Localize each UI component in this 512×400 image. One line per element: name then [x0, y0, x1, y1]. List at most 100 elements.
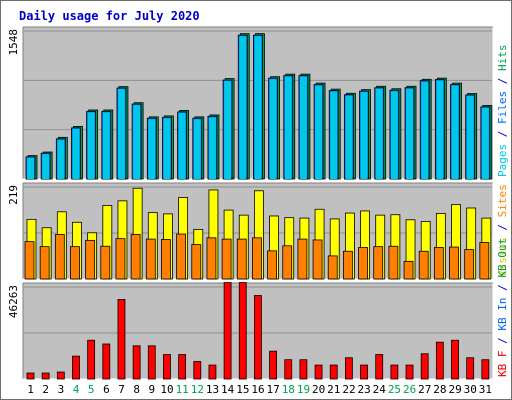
bar-sites — [54, 234, 65, 280]
bar-files-face — [269, 79, 277, 179]
panel-kbytes: 46263 KB F / KB In / KB Out — [7, 238, 509, 380]
day-label: 20 — [312, 383, 325, 396]
bar-files-face — [390, 91, 398, 179]
bar-kbytes — [451, 339, 459, 380]
bar-files-face — [57, 139, 65, 179]
day-label: 7 — [118, 383, 125, 396]
day-label: 23 — [358, 383, 371, 396]
bar-kbytes — [208, 364, 217, 380]
bar-kbytes — [72, 355, 80, 380]
bar-kbytes — [435, 341, 444, 380]
panel-max-label: 219 — [7, 185, 20, 205]
bar-kbytes — [405, 364, 414, 380]
day-label: 21 — [327, 383, 340, 396]
bar-files-face — [178, 112, 186, 179]
day-label: 25 — [388, 383, 401, 396]
day-label: 30 — [464, 383, 477, 396]
legend-entry: / — [496, 71, 509, 91]
bar-files-face — [299, 76, 307, 179]
legend-entry: Visits — [496, 237, 509, 277]
bar-kbytes — [314, 364, 323, 380]
bar-kbytes — [41, 372, 50, 380]
bar-sites — [342, 250, 353, 280]
bar-files-face — [72, 128, 80, 179]
bar-kbytes — [344, 357, 353, 380]
panel-max-label: 1548 — [7, 29, 20, 56]
bar-files-face — [117, 88, 125, 179]
bar-kbytes — [360, 364, 368, 380]
bar-files-face — [254, 36, 262, 179]
bar-kbytes — [269, 350, 277, 380]
day-label: 19 — [297, 383, 310, 396]
bar-sites — [115, 238, 126, 280]
bar-kbytes — [254, 295, 262, 380]
bar-files-face — [375, 88, 383, 179]
bar-files-face — [148, 119, 156, 179]
bar-kbytes — [178, 354, 187, 380]
bar-kbytes — [147, 345, 156, 380]
bar-sites — [221, 238, 232, 280]
day-label: 29 — [448, 383, 461, 396]
bar-sites — [373, 246, 384, 280]
bar-sites — [388, 245, 399, 280]
bar-kbytes — [56, 371, 65, 380]
bar-sites — [358, 247, 368, 280]
legend-entry: Sites — [496, 184, 509, 217]
day-label: 8 — [133, 383, 140, 396]
legend-entry: / — [496, 278, 509, 298]
bar-sites — [24, 241, 35, 280]
bar-sites — [433, 247, 444, 280]
bar-kbytes — [420, 353, 429, 380]
bar-kbytes — [26, 372, 35, 380]
day-label: 12 — [191, 383, 204, 396]
bar-sites — [100, 245, 111, 280]
bar-kbytes — [390, 364, 399, 380]
bar-files-face — [330, 91, 338, 179]
bar-sites — [206, 237, 217, 280]
bar-kbytes — [375, 354, 384, 380]
bar-kbytes — [87, 339, 96, 380]
panel-legend: KB F / KB In / KB Out — [496, 238, 509, 377]
bar-kbytes — [193, 361, 202, 380]
legend-entry: / — [496, 331, 509, 351]
bar-kbytes — [284, 359, 293, 380]
legend-entry: KB In — [496, 298, 509, 331]
bar-files-face — [421, 81, 429, 179]
bar-files-face — [42, 154, 50, 179]
day-label: 18 — [282, 383, 295, 396]
bar-sites — [130, 234, 141, 280]
bar-sites — [312, 239, 323, 280]
bar-sites — [282, 245, 293, 280]
bar-kbytes — [329, 364, 338, 380]
legend-entry: KB Out — [496, 238, 509, 278]
bar-files-face — [239, 36, 247, 179]
bar-sites — [39, 246, 50, 280]
bar-kbytes — [481, 359, 490, 380]
bar-kbytes — [223, 282, 232, 380]
bar-files-face — [436, 80, 444, 179]
panel-requests: 1548 Pages / Files / Hits — [7, 26, 509, 180]
bar-sites — [297, 238, 308, 280]
bar-sites — [464, 249, 475, 280]
bar-files-face — [208, 117, 216, 179]
day-label: 31 — [479, 383, 492, 396]
bar-sites — [70, 246, 80, 280]
legend-entry: Files — [496, 91, 509, 124]
day-label: 3 — [58, 383, 65, 396]
bar-files-face — [466, 95, 474, 179]
bar-files-face — [224, 81, 232, 179]
bar-sites — [403, 260, 414, 280]
day-label: 28 — [433, 383, 446, 396]
bar-files-face — [284, 76, 292, 179]
bar-files-face — [345, 95, 353, 179]
legend-entry: / — [496, 124, 509, 144]
bar-sites — [236, 238, 247, 280]
chart-title: Daily usage for July 2020 — [19, 9, 200, 23]
panel-max-label: 46263 — [7, 285, 20, 318]
day-label: 10 — [160, 383, 173, 396]
bar-files-face — [163, 118, 171, 179]
bar-kbytes — [132, 345, 141, 380]
day-label: 11 — [176, 383, 189, 396]
